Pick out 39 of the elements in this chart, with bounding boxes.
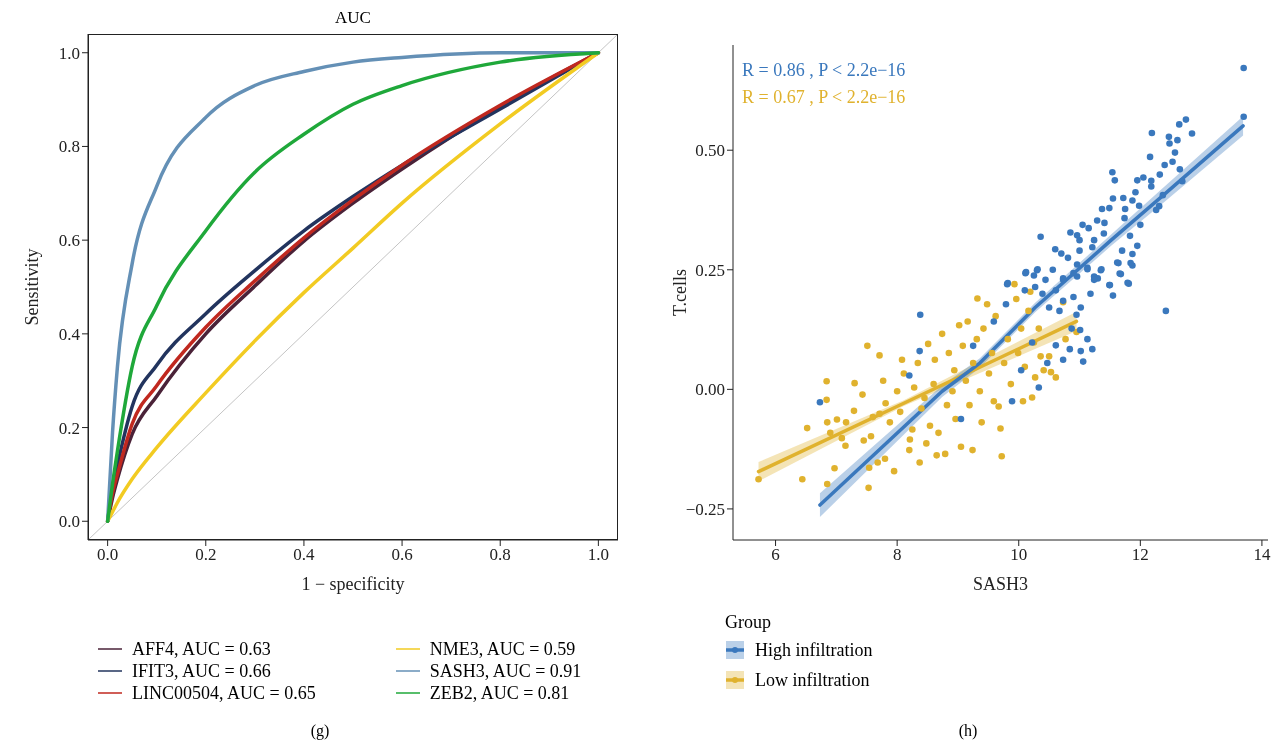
x-tick-label: 0.6 — [391, 545, 413, 565]
legend-label: High infiltration — [755, 639, 873, 661]
y-tick-label: 0.2 — [58, 418, 80, 438]
x-tick-label: 8 — [892, 545, 902, 565]
x-tick-label: 14 — [1253, 545, 1271, 565]
x-tick-label: 0.8 — [489, 545, 511, 565]
y-tick-label: 0.6 — [58, 231, 80, 251]
y-axis-title: T.cells — [670, 268, 691, 317]
legend-label: NME3, AUC = 0.59 — [429, 638, 576, 660]
text: (h) — [958, 722, 978, 739]
x-tick-label: 0.2 — [195, 545, 217, 565]
legend-title: Group — [725, 612, 772, 633]
legend-label: Low infiltration — [755, 669, 870, 691]
y-tick-label: 0.50 — [695, 141, 725, 161]
x-tick-label: 10 — [1010, 545, 1028, 565]
y-tick-label: 0.4 — [58, 324, 81, 344]
y-tick-label: 0.25 — [695, 260, 725, 280]
y-tick-label: 1.0 — [58, 43, 80, 63]
text: (g) — [310, 722, 330, 739]
x-tick-label: 0.4 — [293, 545, 316, 565]
x-tick-label: 12 — [1131, 545, 1149, 565]
x-axis-title: SASH3 — [972, 574, 1029, 594]
y-tick-label: −0.25 — [685, 499, 725, 519]
legend-label: ZEB2, AUC = 0.81 — [429, 682, 570, 704]
legend-label: AFF4, AUC = 0.63 — [132, 638, 271, 660]
legend-label: IFIT3, AUC = 0.66 — [132, 660, 271, 682]
annotation: R = 0.67 , P < 2.2e−16 — [742, 87, 906, 107]
legend-label: SASH3, AUC = 0.91 — [429, 660, 582, 682]
x-tick-label: 1.0 — [587, 545, 609, 565]
x-tick-label: 0.0 — [97, 545, 119, 565]
y-tick-label: 0.0 — [58, 512, 80, 532]
x-tick-label: 6 — [771, 545, 780, 565]
y-tick-label: 0.8 — [58, 137, 80, 157]
y-tick-label: 0.00 — [695, 380, 725, 400]
legend-label: LINC00504, AUC = 0.65 — [132, 682, 316, 704]
y-axis-title: Sensitivity — [22, 248, 43, 326]
chart-title: AUC — [334, 8, 372, 28]
x-axis-title: 1 − specificity — [301, 574, 405, 594]
annotation: R = 0.86 , P < 2.2e−16 — [742, 60, 906, 80]
